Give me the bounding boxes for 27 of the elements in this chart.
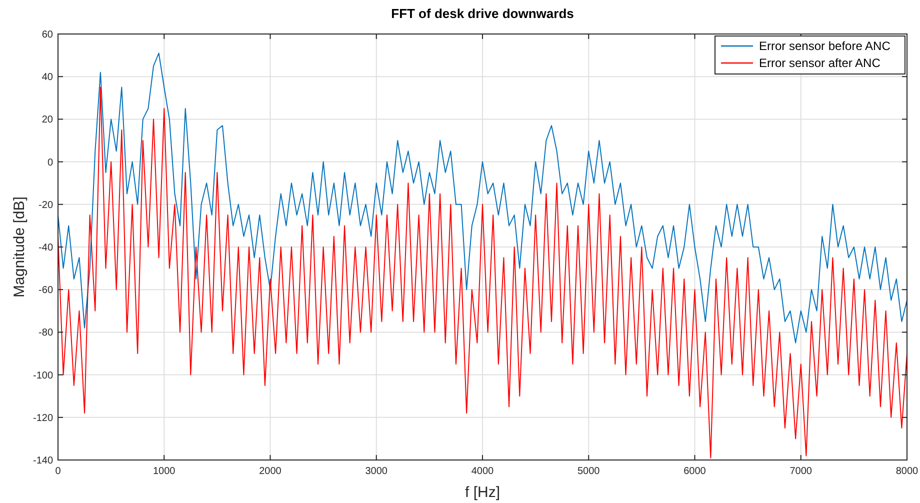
chart-title: FFT of desk drive downwards (391, 6, 574, 21)
x-tick-label: 3000 (365, 466, 388, 477)
line-series (58, 86, 907, 458)
x-tick-label: 8000 (896, 466, 919, 477)
y-tick-label: 40 (42, 72, 54, 84)
y-tick-label: -80 (38, 328, 54, 339)
y-tick-label: 20 (42, 114, 54, 126)
legend-label: Error sensor before ANC (759, 39, 891, 54)
x-tick-label: 7000 (790, 466, 812, 477)
y-tick-label: -100 (32, 370, 54, 382)
y-axis-title: Magnitude [dB] (11, 196, 28, 298)
y-tick-label: 0 (47, 157, 54, 168)
x-tick-label: 4000 (471, 466, 494, 477)
y-tick-label: -20 (38, 200, 54, 211)
y-tick-label: -120 (32, 412, 54, 424)
x-tick-label: 1000 (153, 466, 176, 477)
y-tick-label: -60 (38, 285, 54, 296)
x-tick-label: 5000 (578, 466, 600, 477)
x-axis-title: f [Hz] (464, 484, 500, 501)
x-tick-label: 6000 (684, 466, 706, 477)
x-tick-label: 0 (55, 466, 62, 477)
y-tick-label: -40 (38, 242, 54, 254)
legend-label: Error sensor after ANC (759, 56, 881, 70)
y-tick-label: -140 (32, 456, 54, 466)
line-series (58, 52, 907, 344)
y-tick-label: 60 (42, 30, 54, 40)
x-tick-label: 2000 (259, 466, 282, 477)
